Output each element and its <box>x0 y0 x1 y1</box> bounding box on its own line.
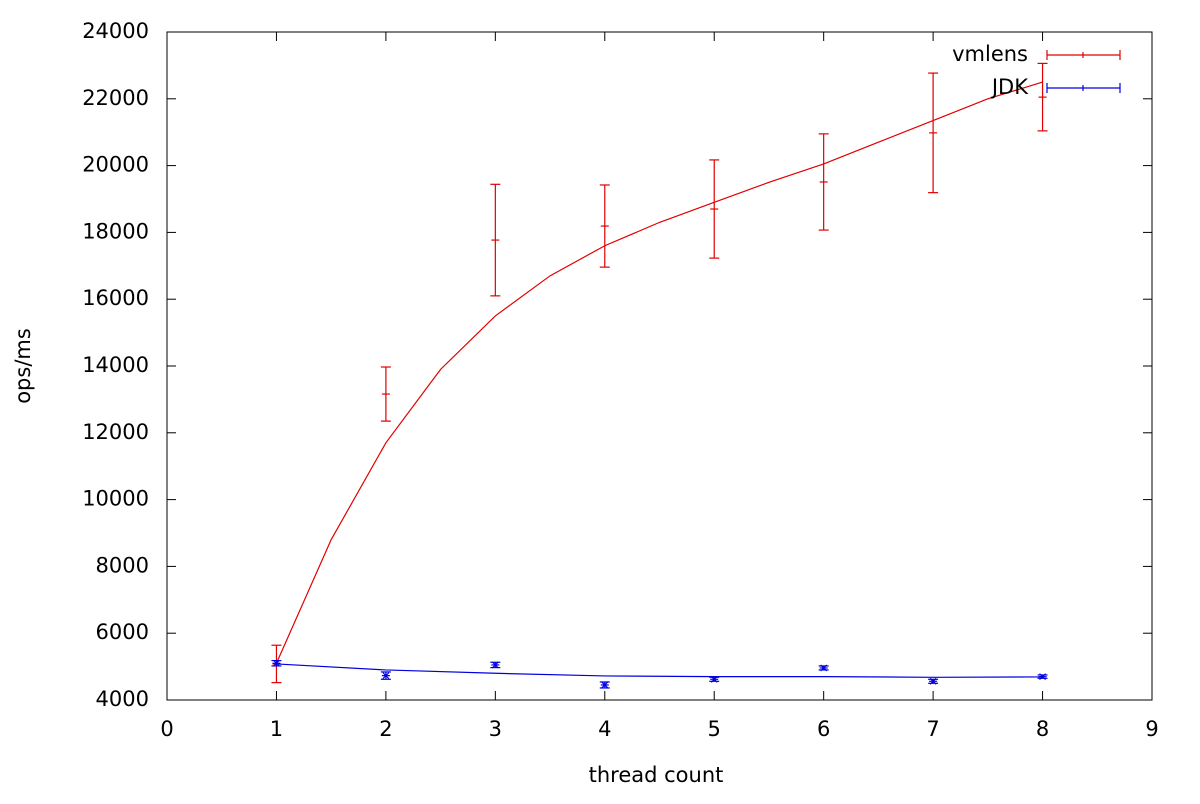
legend-label: vmlens <box>952 42 1028 66</box>
x-tick-label: 0 <box>160 717 173 741</box>
error-bar <box>818 133 829 231</box>
y-tick-label: 14000 <box>82 353 149 377</box>
error-bar <box>818 664 829 672</box>
x-axis-label: thread count <box>589 763 724 787</box>
fit-line <box>276 663 1043 678</box>
legend-label: JDK <box>990 75 1029 99</box>
error-bar <box>599 184 610 268</box>
error-bar <box>1037 673 1048 681</box>
x-tick-label: 7 <box>926 717 939 741</box>
x-tick-label: 1 <box>270 717 283 741</box>
x-tick-label: 6 <box>817 717 830 741</box>
x-tick-label: 2 <box>379 717 392 741</box>
error-bar <box>928 677 939 685</box>
y-tick-label: 16000 <box>82 286 149 310</box>
error-bar <box>490 661 501 669</box>
fit-line <box>275 81 1043 664</box>
error-bar <box>490 183 501 297</box>
error-bar <box>599 681 610 689</box>
y-tick-label: 22000 <box>82 86 149 110</box>
plot-frame <box>166 31 1153 701</box>
y-tick-label: 10000 <box>82 487 149 511</box>
y-tick-label: 24000 <box>82 19 149 43</box>
y-axis-label: ops/ms <box>11 328 35 404</box>
x-tick-label: 4 <box>598 717 611 741</box>
error-bar <box>709 159 720 259</box>
y-tick-label: 20000 <box>82 153 149 177</box>
y-tick-label: 12000 <box>82 420 149 444</box>
y-tick-label: 4000 <box>96 687 149 711</box>
error-bar <box>380 671 391 680</box>
x-tick-label: 9 <box>1145 717 1158 741</box>
error-bar <box>709 675 720 683</box>
error-bar <box>928 72 939 194</box>
y-tick-label: 8000 <box>96 553 149 577</box>
error-bar <box>380 366 391 422</box>
y-tick-label: 18000 <box>82 219 149 243</box>
error-bar <box>1037 62 1048 132</box>
y-tick-label: 6000 <box>96 620 149 644</box>
error-bar <box>271 659 282 667</box>
x-tick-label: 5 <box>708 717 721 741</box>
x-tick-label: 8 <box>1036 717 1049 741</box>
x-tick-label: 3 <box>489 717 502 741</box>
